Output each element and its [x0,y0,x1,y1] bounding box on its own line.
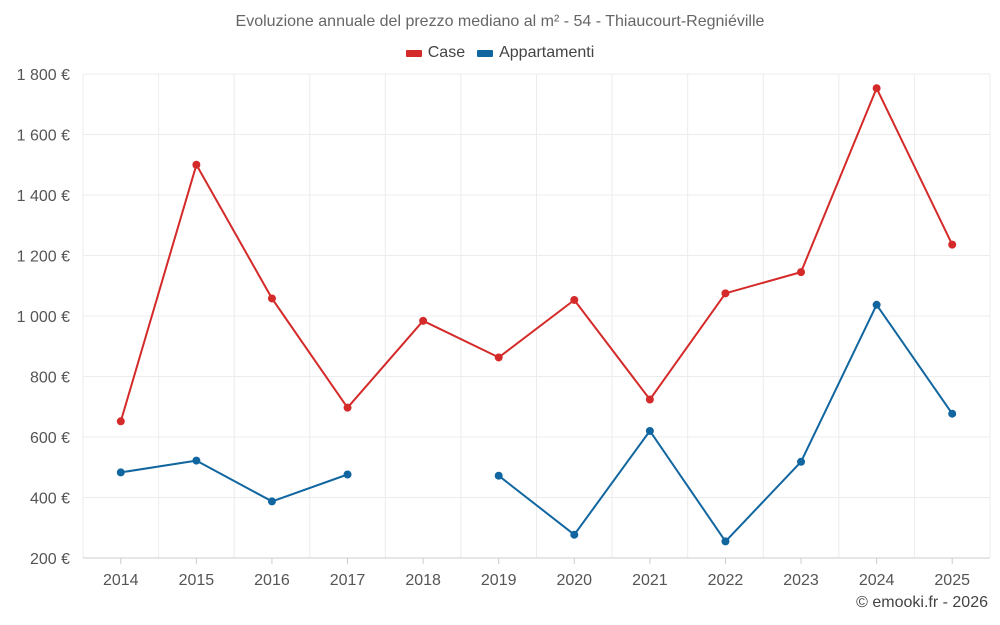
y-tick-label: 400 € [30,491,70,508]
y-tick-label: 1 000 € [17,309,70,326]
copyright-credit: © emooki.fr - 2026 [856,594,988,611]
y-tick-label: 600 € [30,430,70,447]
data-point-case-2014 [116,417,125,426]
legend-label-appartamenti: Appartamenti [499,44,595,61]
series-line-case [119,87,954,422]
y-tick-label: 800 € [30,370,70,387]
data-point-appartamenti-2014 [116,468,125,477]
data-point-appartamenti-2024 [872,300,881,309]
y-tick-label: 1 200 € [17,249,70,266]
data-point-case-2022 [721,289,730,298]
data-point-appartamenti-2017 [343,470,352,479]
x-tick-label: 2022 [708,572,744,589]
chart-title: Evoluzione annuale del prezzo mediano al… [235,13,765,30]
data-point-case-2023 [797,268,806,277]
x-tick-label: 2021 [632,572,668,589]
data-point-case-2019 [494,353,503,362]
data-point-case-2017 [343,403,352,412]
data-point-case-2015 [192,160,201,169]
y-tick-label: 1 600 € [17,128,70,145]
data-point-appartamenti-2023 [797,457,806,466]
x-tick-label: 2016 [254,572,290,589]
series-line-appartamenti [120,459,348,503]
legend-label-case: Case [427,44,466,61]
x-tick-label: 2024 [859,572,895,589]
y-tick-label: 1 800 € [17,67,70,84]
data-point-appartamenti-2021 [645,426,654,435]
data-point-case-2025 [948,240,957,249]
legend-item-appartamenti[interactable]: Appartamenti [477,44,594,62]
chart-legend: Case Appartamenti [0,44,1000,62]
data-point-appartamenti-2015 [192,456,201,465]
legend-item-case[interactable]: Case [405,44,466,62]
data-point-case-2024 [872,84,881,93]
x-tick-label: 2015 [179,572,215,589]
x-tick-label: 2014 [103,572,139,589]
data-point-case-2020 [570,295,579,304]
data-point-appartamenti-2025 [948,409,957,418]
x-tick-label: 2023 [783,572,819,589]
x-tick-label: 2018 [405,572,441,589]
x-tick-label: 2020 [556,572,592,589]
data-point-appartamenti-2016 [267,497,276,506]
y-tick-label: 1 400 € [17,188,70,205]
x-tick-label: 2019 [481,572,517,589]
legend-swatch-case [405,49,422,57]
data-point-appartamenti-2022 [721,537,730,546]
data-point-appartamenti-2019 [494,471,503,480]
data-point-case-2021 [645,395,654,404]
x-tick-label: 2025 [934,572,970,589]
data-point-case-2018 [419,316,428,325]
data-point-appartamenti-2020 [570,530,579,539]
legend-swatch-appartamenti [477,49,494,57]
y-tick-label: 200 € [30,551,70,568]
x-tick-label: 2017 [330,572,366,589]
data-point-case-2016 [267,294,276,303]
series-line-appartamenti [498,303,954,543]
